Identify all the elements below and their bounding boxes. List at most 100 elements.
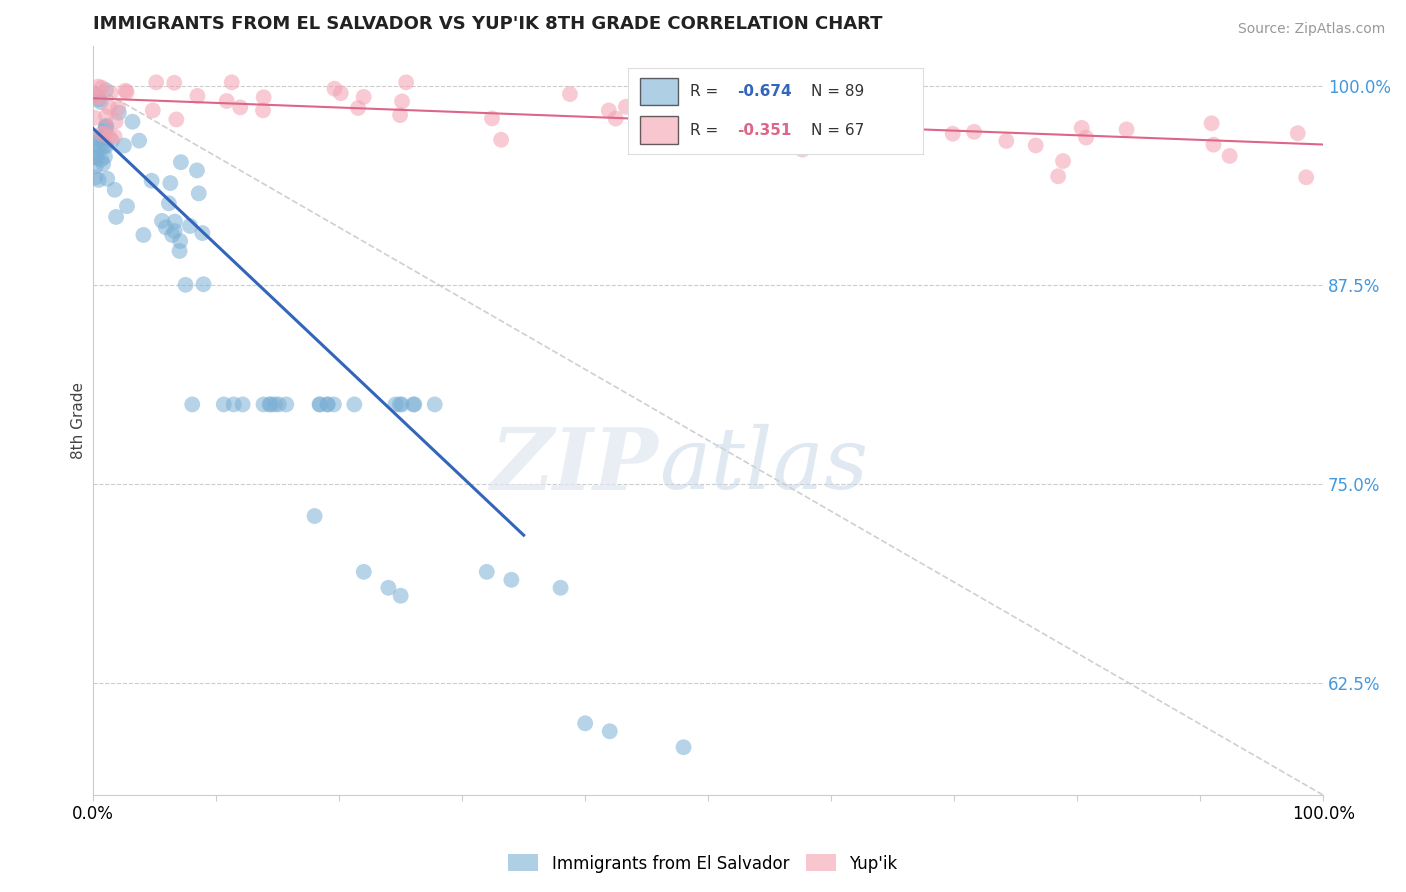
Text: Source: ZipAtlas.com: Source: ZipAtlas.com bbox=[1237, 22, 1385, 37]
Point bbox=[100, 86, 122, 100]
Point bbox=[215, 94, 238, 108]
Point bbox=[316, 397, 339, 411]
Point bbox=[550, 581, 572, 595]
Point bbox=[353, 90, 375, 104]
Point bbox=[489, 133, 512, 147]
Point bbox=[558, 87, 581, 101]
Point bbox=[105, 210, 128, 224]
Y-axis label: 8th Grade: 8th Grade bbox=[72, 382, 86, 458]
Point bbox=[93, 139, 115, 153]
Text: IMMIGRANTS FROM EL SALVADOR VS YUP'IK 8TH GRADE CORRELATION CHART: IMMIGRANTS FROM EL SALVADOR VS YUP'IK 8T… bbox=[93, 15, 883, 33]
Point bbox=[1219, 149, 1241, 163]
Point bbox=[765, 116, 787, 130]
Point bbox=[84, 159, 107, 173]
Point bbox=[186, 89, 208, 103]
Point bbox=[1025, 138, 1047, 153]
Point bbox=[170, 155, 193, 169]
Point bbox=[904, 133, 927, 147]
Point bbox=[163, 76, 186, 90]
Point bbox=[94, 119, 117, 133]
Point bbox=[112, 138, 135, 153]
Point bbox=[267, 397, 290, 411]
Point bbox=[157, 196, 180, 211]
Point bbox=[162, 227, 184, 242]
Point bbox=[599, 724, 621, 739]
Point bbox=[865, 109, 887, 123]
Legend: Immigrants from El Salvador, Yup'ik: Immigrants from El Salvador, Yup'ik bbox=[502, 847, 904, 880]
Point bbox=[90, 95, 112, 110]
Point bbox=[1052, 154, 1074, 169]
Point bbox=[681, 135, 703, 149]
Point bbox=[886, 120, 908, 135]
Text: ZIP: ZIP bbox=[491, 424, 659, 507]
Point bbox=[322, 397, 344, 411]
Point bbox=[150, 214, 173, 228]
Point bbox=[605, 112, 627, 126]
Point bbox=[94, 150, 117, 164]
Point bbox=[104, 114, 127, 128]
Point bbox=[90, 140, 112, 154]
Point bbox=[108, 105, 131, 120]
Point bbox=[90, 127, 112, 141]
Point bbox=[163, 224, 186, 238]
Point bbox=[395, 75, 418, 89]
Point bbox=[155, 220, 177, 235]
Point bbox=[1115, 122, 1137, 136]
Point bbox=[191, 226, 214, 240]
Point bbox=[404, 397, 426, 411]
Point bbox=[83, 111, 105, 125]
Point bbox=[187, 186, 209, 201]
Point bbox=[1047, 169, 1070, 184]
Text: atlas: atlas bbox=[659, 424, 868, 507]
Point bbox=[665, 112, 688, 126]
Point bbox=[754, 114, 776, 128]
Point bbox=[377, 581, 399, 595]
Point bbox=[671, 136, 693, 151]
Point bbox=[229, 100, 252, 114]
Point bbox=[94, 109, 117, 123]
Point bbox=[1074, 130, 1097, 145]
Point bbox=[101, 134, 124, 148]
Point bbox=[145, 75, 167, 89]
Point bbox=[87, 92, 110, 106]
Point bbox=[181, 397, 204, 411]
Point bbox=[84, 150, 107, 164]
Point bbox=[423, 397, 446, 411]
Point bbox=[165, 112, 187, 127]
Point bbox=[304, 509, 326, 524]
Point bbox=[309, 397, 332, 411]
Point bbox=[347, 101, 370, 115]
Point bbox=[83, 87, 105, 102]
Point bbox=[801, 122, 824, 136]
Point bbox=[384, 397, 406, 411]
Point bbox=[96, 120, 118, 134]
Point bbox=[86, 145, 108, 160]
Point bbox=[90, 153, 112, 167]
Point bbox=[104, 183, 127, 197]
Point bbox=[276, 397, 298, 411]
Point bbox=[264, 397, 287, 411]
Point bbox=[260, 397, 283, 411]
Point bbox=[222, 397, 245, 411]
Point bbox=[103, 129, 125, 144]
Point bbox=[107, 101, 129, 115]
Point bbox=[163, 214, 186, 228]
Point bbox=[86, 151, 108, 165]
Point bbox=[329, 86, 352, 100]
Point bbox=[87, 132, 110, 146]
Point bbox=[792, 143, 814, 157]
Point bbox=[353, 565, 375, 579]
Point bbox=[98, 100, 121, 114]
Point bbox=[169, 244, 191, 258]
Point bbox=[706, 116, 728, 130]
Point bbox=[896, 136, 918, 150]
Point bbox=[87, 139, 110, 153]
Point bbox=[343, 397, 366, 411]
Point bbox=[391, 95, 413, 109]
Point bbox=[252, 397, 274, 411]
Point bbox=[402, 397, 425, 411]
Point bbox=[995, 134, 1018, 148]
Point bbox=[90, 80, 112, 95]
Point bbox=[221, 75, 243, 89]
Point bbox=[114, 84, 136, 98]
